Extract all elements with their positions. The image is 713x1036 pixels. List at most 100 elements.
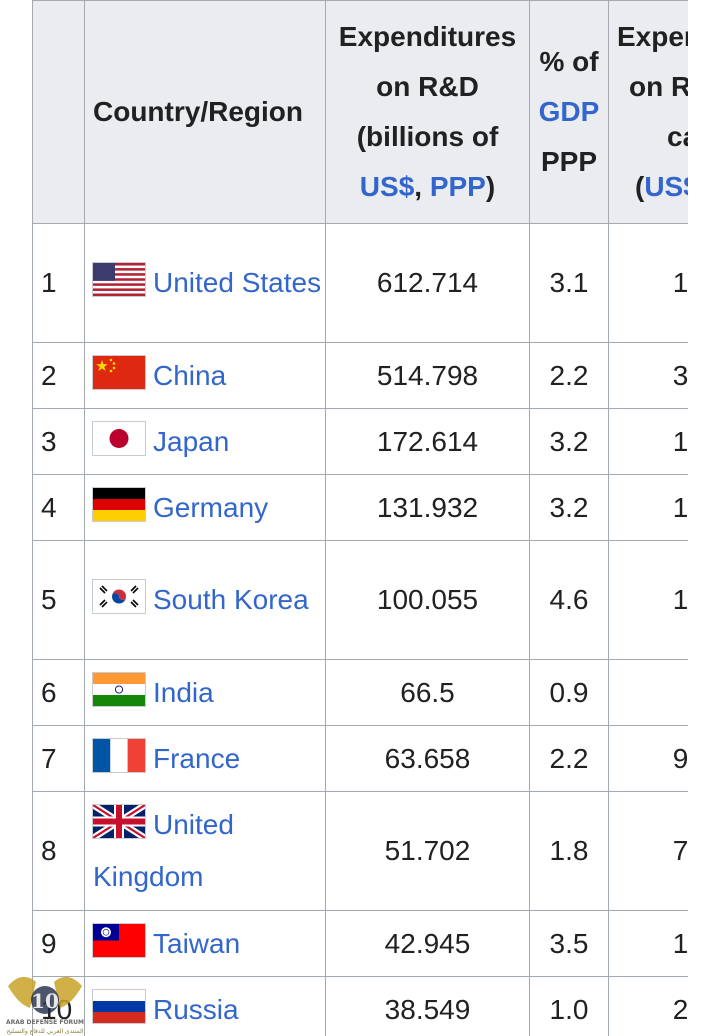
ppp-link[interactable]: PPP: [429, 171, 486, 202]
capita-header-line1: Exper: [617, 21, 688, 52]
expenditure-cell: 63.658: [325, 725, 530, 792]
country-link[interactable]: Russia: [153, 993, 239, 1025]
rd-expenditure-table: Country/Region Expenditures on R&D (bill…: [32, 0, 688, 1036]
table-row: 1 United States 612.714 3.1 1: [32, 223, 688, 343]
table-row: 7 France 63.658 2.2 9: [32, 725, 688, 792]
country-link[interactable]: United States: [153, 267, 322, 298]
rank-cell: 8: [32, 791, 85, 911]
country-cell[interactable]: Japan: [84, 408, 326, 475]
watermark-number: 10: [31, 989, 59, 1013]
table-row: 6 India 66.5 0.9: [32, 659, 688, 726]
country-link[interactable]: United Kingdom: [93, 809, 234, 892]
pct-header-line3: PPP: [540, 146, 598, 177]
usd-link[interactable]: US$: [359, 171, 415, 202]
rank-cell: 6: [32, 659, 85, 726]
expenditure-header-line1: Expenditures: [338, 21, 517, 52]
capita-open-paren: (: [635, 171, 645, 202]
rank-cell: 5: [32, 540, 85, 660]
pct-gdp-cell: 0.9: [529, 659, 609, 726]
table-header-row: Country/Region Expenditures on R&D (bill…: [32, 0, 688, 224]
pct-gdp-cell: 3.1: [529, 223, 609, 343]
uk-flag-icon: [93, 805, 145, 838]
country-link[interactable]: Japan: [153, 425, 230, 457]
south-korea-flag-icon: [93, 580, 145, 613]
per-capita-cell: 2: [608, 976, 688, 1036]
per-capita-cell: 1: [608, 474, 688, 541]
expenditure-cell: 100.055: [325, 540, 530, 660]
country-link[interactable]: Germany: [153, 491, 269, 523]
india-flag-icon: [93, 672, 145, 706]
france-flag-icon: [93, 738, 145, 772]
country-cell[interactable]: Russia: [84, 976, 326, 1036]
expenditure-header-line4: US$, PPP): [326, 162, 529, 212]
table-row: 5 South Korea 100.055 4.6 1: [32, 540, 688, 660]
expenditure-header-line3: (billions of: [356, 121, 499, 152]
country-link[interactable]: France: [153, 742, 241, 774]
country-link[interactable]: China: [153, 359, 227, 391]
capita-header-line4: (US$: [617, 162, 688, 212]
rank-cell: 9: [32, 910, 85, 977]
pct-gdp-cell: 1.0: [529, 976, 609, 1036]
expenditure-cell: 51.702: [325, 791, 530, 911]
country-cell[interactable]: India: [84, 659, 326, 726]
pct-gdp-column-header[interactable]: % of GDP PPP: [529, 0, 609, 224]
pct-gdp-cell: 2.2: [529, 342, 609, 409]
country-column-header[interactable]: Country/Region: [84, 0, 326, 224]
expenditure-cell: 38.549: [325, 976, 530, 1036]
per-capita-cell: 3: [608, 342, 688, 409]
capita-header-line3: ca: [667, 121, 688, 152]
pct-gdp-cell: 1.8: [529, 791, 609, 911]
gdp-link[interactable]: GDP: [538, 96, 600, 127]
table-row: 8 United Kingdom 51.702 1.8 7: [32, 791, 688, 911]
table-row: 10 Russia 38.549 1.0 2: [32, 976, 688, 1036]
capita-usd-link[interactable]: US$: [644, 171, 688, 202]
rank-cell: 1: [32, 223, 85, 343]
forum-watermark-logo: 10 ARAB DEFENSE FORUM المنتدى العربي للد…: [0, 968, 90, 1036]
per-capita-cell: 1: [608, 540, 688, 660]
header-close-paren: ): [485, 171, 496, 202]
header-separator: ,: [414, 171, 430, 202]
per-capita-column-header[interactable]: Exper on R ca (US$: [608, 0, 688, 224]
per-capita-cell: [608, 659, 688, 726]
table-row: 3 Japan 172.614 3.2 1: [32, 408, 688, 475]
country-link[interactable]: Taiwan: [153, 927, 241, 959]
japan-flag-icon: [93, 421, 145, 455]
watermark-subtitle: المنتدى العربي للدفاع والتسليح: [7, 1028, 84, 1035]
pct-gdp-cell: 3.2: [529, 474, 609, 541]
per-capita-cell: 1: [608, 910, 688, 977]
pct-header-line1: % of: [539, 46, 599, 77]
expenditure-cell: 42.945: [325, 910, 530, 977]
expenditure-cell: 612.714: [325, 223, 530, 343]
per-capita-cell: 9: [608, 725, 688, 792]
country-link[interactable]: India: [153, 676, 214, 708]
per-capita-cell: 7: [608, 791, 688, 911]
expenditure-cell: 514.798: [325, 342, 530, 409]
per-capita-cell: 1: [608, 223, 688, 343]
capita-header-line2: on R: [629, 71, 688, 102]
germany-flag-icon: [93, 487, 145, 521]
table-row: 9 Taiwan 42.945 3.5 1: [32, 910, 688, 977]
country-cell[interactable]: United Kingdom: [84, 791, 326, 911]
russia-flag-icon: [93, 989, 145, 1023]
per-capita-cell: 1: [608, 408, 688, 475]
taiwan-flag-icon: [93, 923, 145, 957]
country-cell[interactable]: South Korea: [84, 540, 326, 660]
usa-flag-icon: [93, 263, 145, 296]
country-cell[interactable]: United States: [84, 223, 326, 343]
expenditure-column-header[interactable]: Expenditures on R&D (billions of US$, PP…: [325, 0, 530, 224]
country-link[interactable]: South Korea: [153, 584, 309, 615]
expenditure-cell: 172.614: [325, 408, 530, 475]
pct-gdp-cell: 3.2: [529, 408, 609, 475]
country-cell[interactable]: China: [84, 342, 326, 409]
country-cell[interactable]: Germany: [84, 474, 326, 541]
rank-cell: 7: [32, 725, 85, 792]
expenditure-cell: 66.5: [325, 659, 530, 726]
table-row: 2 China 514.798 2.2 3: [32, 342, 688, 409]
country-cell[interactable]: Taiwan: [84, 910, 326, 977]
country-cell[interactable]: France: [84, 725, 326, 792]
expenditure-header-line2: on R&D: [376, 71, 479, 102]
expenditure-cell: 131.932: [325, 474, 530, 541]
pct-gdp-cell: 3.5: [529, 910, 609, 977]
rank-cell: 4: [32, 474, 85, 541]
rd-expenditure-table-container: Country/Region Expenditures on R&D (bill…: [32, 0, 688, 1036]
